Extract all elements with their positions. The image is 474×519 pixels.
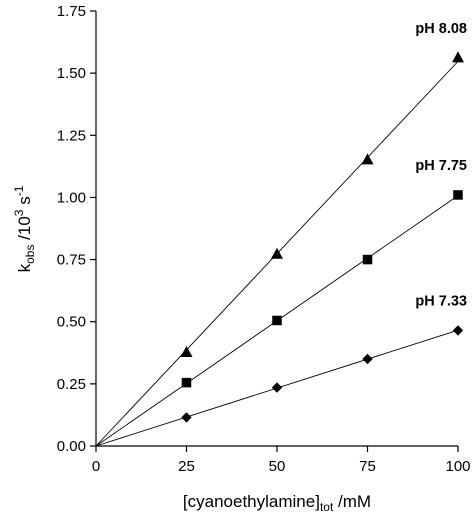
x-tick-label: 75	[359, 458, 376, 475]
x-tick-label: 50	[269, 458, 286, 475]
y-tick-label: 1.75	[57, 3, 86, 20]
triangle-marker	[271, 247, 283, 259]
y-tick-label: 0.00	[57, 438, 86, 455]
y-tick-label: 0.75	[57, 252, 86, 269]
square-marker	[181, 377, 192, 388]
diamond-marker	[362, 353, 373, 365]
square-marker	[453, 190, 463, 200]
series-label: pH 7.33	[415, 293, 467, 309]
x-axis-title: [cyanoethylamine]tot /mM	[183, 492, 371, 514]
x-tick-label: 100	[445, 458, 470, 475]
diamond-marker	[452, 325, 464, 336]
series-label: pH 7.75	[415, 158, 467, 174]
y-axis-title: kobs /103 s-1	[12, 185, 37, 272]
y-tick-label: 0.25	[57, 376, 86, 393]
ticks: 0.00 0.25 0.50 0.75 1.00 1.25 1.50 1.75 0 25 50 75 1…	[57, 3, 471, 475]
triangle-marker	[361, 153, 374, 165]
x-tick-label: 0	[92, 458, 100, 475]
y-tick-label: 1.25	[57, 127, 86, 144]
triangle-marker	[180, 345, 193, 357]
axes	[95, 11, 458, 447]
triangle-marker	[452, 51, 464, 63]
series-label: pH 8.08	[415, 21, 467, 37]
diamond-marker	[271, 382, 283, 393]
y-tick-label: 0.50	[57, 314, 86, 331]
diamond-marker	[181, 412, 192, 423]
series-labels: pH 8.08 pH 7.75 pH 7.33	[415, 21, 467, 309]
square-marker	[362, 254, 373, 265]
square-marker	[272, 315, 282, 326]
x-tick-label: 25	[178, 458, 195, 475]
y-tick-label: 1.00	[57, 189, 86, 206]
data-markers	[180, 51, 464, 423]
y-tick-label: 1.50	[57, 65, 86, 82]
